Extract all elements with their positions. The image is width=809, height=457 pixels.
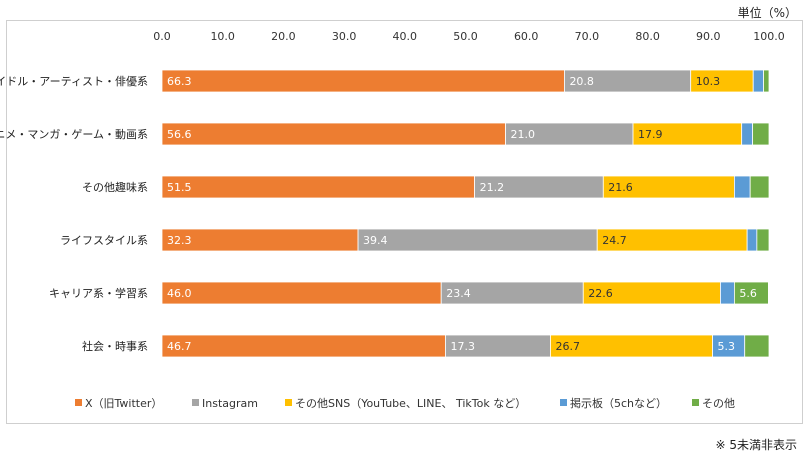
unit-label: 単位（%） [737, 6, 797, 20]
legend-label: Instagram [202, 397, 258, 410]
legend-swatch [192, 399, 199, 406]
legend-label: その他 [702, 397, 735, 410]
legend-swatch [75, 399, 82, 406]
bar-segment [744, 334, 770, 358]
legend-swatch [285, 399, 292, 406]
data-label: 26.7 [555, 340, 580, 353]
data-label: 56.6 [167, 128, 192, 141]
data-label: 51.5 [167, 181, 192, 194]
x-tick-label: 0.0 [153, 30, 171, 43]
category-label: アニメ・マンガ・ゲーム・動画系 [0, 127, 148, 141]
x-tick-label: 10.0 [210, 30, 235, 43]
bar-segment [161, 175, 476, 199]
data-label: 20.8 [569, 75, 594, 88]
bar-segment [357, 228, 598, 252]
bar-segment [161, 69, 565, 93]
data-label: 10.3 [696, 75, 721, 88]
footnote: ※ 5未満非表示 [715, 438, 797, 452]
category-label: キャリア系・学習系 [49, 286, 148, 300]
legend-label: 掲示板（5chなど） [570, 396, 667, 410]
data-label: 46.7 [167, 340, 192, 353]
legend-swatch [692, 399, 699, 406]
data-label: 21.0 [511, 128, 536, 141]
data-label: 32.3 [167, 234, 192, 247]
data-label: 23.4 [446, 287, 471, 300]
legend-label: その他SNS（YouTube、LINE、 TikTok など） [295, 397, 526, 410]
data-label: 17.3 [450, 340, 475, 353]
x-tick-label: 100.0 [753, 30, 785, 43]
bar-segment [746, 228, 758, 252]
x-tick-label: 70.0 [575, 30, 600, 43]
data-label: 5.6 [739, 287, 757, 300]
category-label: その他趣味系 [82, 180, 148, 194]
x-tick-label: 80.0 [635, 30, 660, 43]
legend-label: X（旧Twitter） [85, 397, 162, 410]
category-label: アイドル・アーティスト・俳優系 [0, 75, 148, 88]
category-label: ライフスタイル系 [60, 234, 148, 247]
bar-segment [741, 122, 754, 146]
data-label: 5.3 [718, 340, 736, 353]
bar-segment [161, 334, 446, 358]
bar-segment [749, 175, 770, 199]
data-label: 46.0 [167, 287, 192, 300]
bar-segment [752, 122, 770, 146]
data-label: 39.4 [363, 234, 388, 247]
bar-segment [161, 122, 506, 146]
bar-segment [161, 281, 442, 305]
bar-segment [752, 69, 764, 93]
bar-segment [756, 228, 770, 252]
x-tick-label: 90.0 [696, 30, 721, 43]
bar-segment [720, 281, 735, 305]
data-label: 22.6 [588, 287, 613, 300]
x-tick-label: 60.0 [514, 30, 539, 43]
data-label: 21.2 [480, 181, 505, 194]
x-tick-label: 20.0 [271, 30, 296, 43]
legend-swatch [560, 399, 567, 406]
bar-segment [734, 281, 769, 305]
bar-segment [763, 69, 770, 93]
data-label: 17.9 [638, 128, 663, 141]
data-label: 66.3 [167, 75, 192, 88]
x-tick-label: 50.0 [453, 30, 478, 43]
bar-segment [734, 175, 751, 199]
data-label: 21.6 [608, 181, 633, 194]
data-label: 24.7 [602, 234, 627, 247]
x-tick-label: 40.0 [393, 30, 418, 43]
category-label: 社会・時事系 [82, 339, 148, 353]
x-tick-label: 30.0 [332, 30, 357, 43]
